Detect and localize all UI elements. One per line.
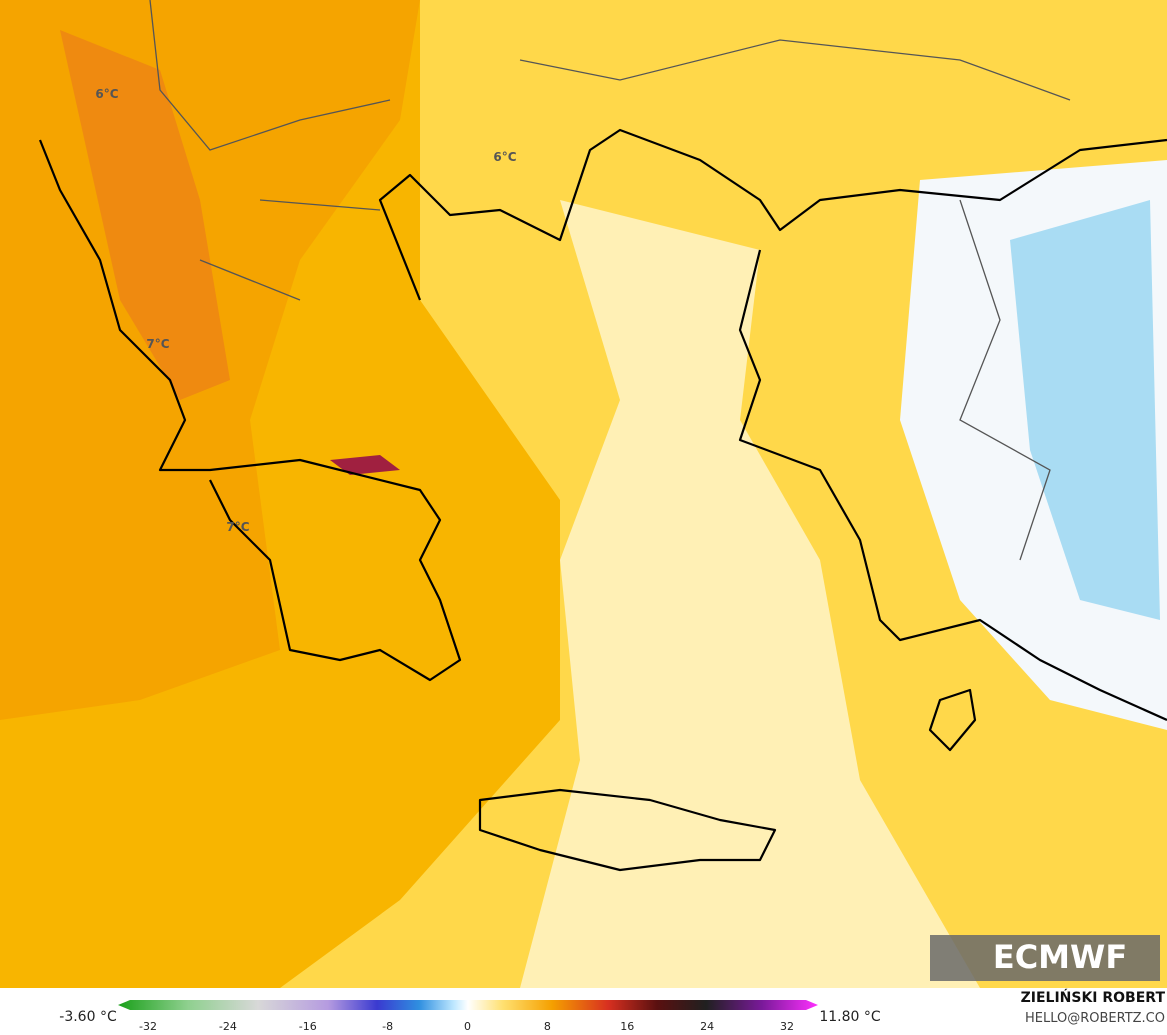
temperature-label: 6°C [493,150,516,164]
author: ZIELIŃSKI ROBERT [1021,988,1166,1006]
temperature-label: 7°C [226,520,249,534]
hot-spot [330,455,400,475]
aegean-pale [520,200,980,988]
contact: HELLO@ROBERTZ.CO [1025,1011,1165,1026]
colorbar-tick-label: 0 [464,1020,471,1033]
colorbar-tick-label: -16 [299,1020,317,1033]
borders [149,0,1071,561]
colorbar-tick-label: -24 [219,1020,237,1033]
cold-core [1010,200,1160,620]
colorbar-tick-label: 16 [620,1020,634,1033]
colorbar-ticks: -32 -24 -16 -8 0 8 16 24 32 [139,1020,794,1033]
temperature-label: 6°C [95,87,118,101]
legend-max: 11.80 °C [819,1009,881,1025]
coastlines [38,128,1167,872]
colorbar-tick-label: -8 [382,1020,393,1033]
map-area: 6°C 6°C 7°C 7°C ECMWF [0,0,1167,988]
legend-min: -3.60 °C [59,1009,117,1025]
logo-box [930,935,1160,981]
logo: ECMWF [993,938,1127,976]
colorbar-tick-label: 24 [700,1020,714,1033]
colorbar-tick-label: 32 [780,1020,794,1033]
colorbar-tick-label: 8 [544,1020,551,1033]
colorbar-tick-label: -32 [139,1020,157,1033]
temperature-label: 7°C [146,337,169,351]
legend: -3.60 °C -32 -24 -16 -8 0 8 16 24 32 11.80 °C ZI… [59,988,1165,1033]
hot-region [60,30,230,400]
colorbar [118,1000,818,1010]
